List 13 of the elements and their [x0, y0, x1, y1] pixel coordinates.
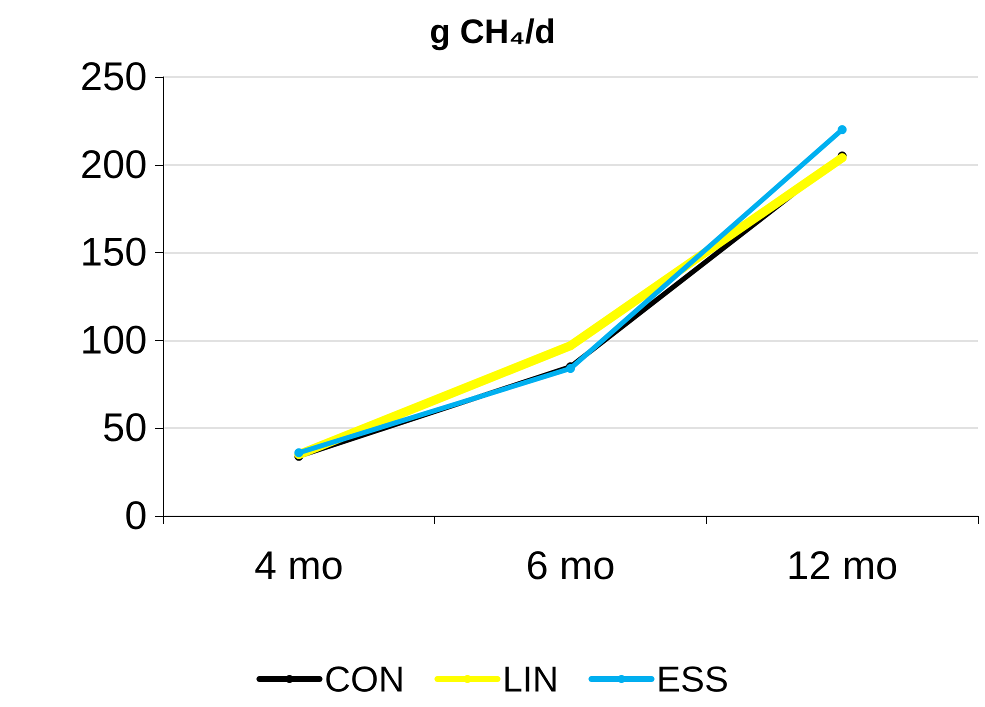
y-tick-label: 0 — [124, 494, 147, 538]
legend-label: LIN — [502, 658, 558, 700]
x-tick-label: 6 mo — [526, 544, 615, 588]
chart-title: g CH₄/d — [430, 13, 556, 51]
x-tick-label: 4 mo — [254, 544, 344, 588]
y-tick-label: 150 — [80, 230, 147, 275]
y-tick-label: 250 — [80, 55, 147, 99]
y-tick-label: 100 — [80, 318, 147, 362]
y-tick-label: 50 — [102, 406, 147, 450]
x-tick-label: 12 mo — [786, 544, 898, 588]
y-tick-label: 200 — [80, 142, 147, 187]
legend-label: ESS — [656, 658, 729, 700]
legend-label: CON — [324, 658, 404, 700]
